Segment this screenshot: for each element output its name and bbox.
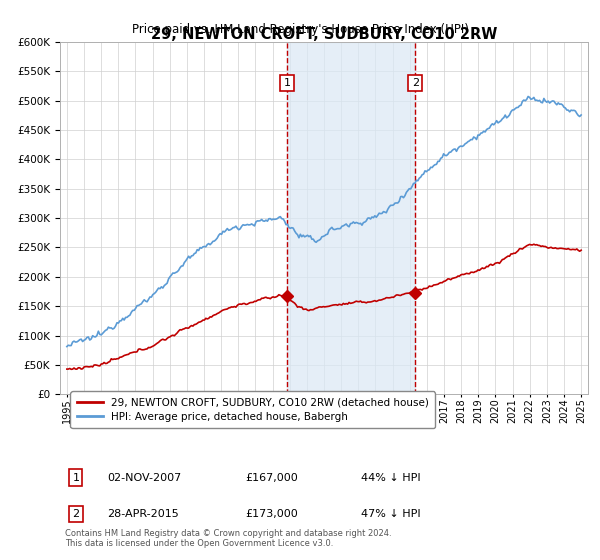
Text: 28-APR-2015: 28-APR-2015: [107, 510, 179, 519]
Text: £167,000: £167,000: [245, 473, 298, 483]
Text: Price paid vs. HM Land Registry's House Price Index (HPI): Price paid vs. HM Land Registry's House …: [131, 24, 469, 36]
Text: 1: 1: [283, 78, 290, 88]
Text: 47% ↓ HPI: 47% ↓ HPI: [361, 510, 421, 519]
Text: 02-NOV-2007: 02-NOV-2007: [107, 473, 182, 483]
Text: 1: 1: [73, 473, 79, 483]
Text: 2: 2: [412, 78, 419, 88]
Text: 44% ↓ HPI: 44% ↓ HPI: [361, 473, 421, 483]
Text: Contains HM Land Registry data © Crown copyright and database right 2024.
This d: Contains HM Land Registry data © Crown c…: [65, 529, 392, 548]
Text: 2: 2: [72, 510, 79, 519]
Text: £173,000: £173,000: [245, 510, 298, 519]
Bar: [287, 42, 415, 394]
Legend: 29, NEWTON CROFT, SUDBURY, CO10 2RW (detached house), HPI: Average price, detach: 29, NEWTON CROFT, SUDBURY, CO10 2RW (det…: [70, 391, 435, 428]
Title: 29, NEWTON CROFT, SUDBURY, CO10 2RW: 29, NEWTON CROFT, SUDBURY, CO10 2RW: [151, 27, 497, 42]
